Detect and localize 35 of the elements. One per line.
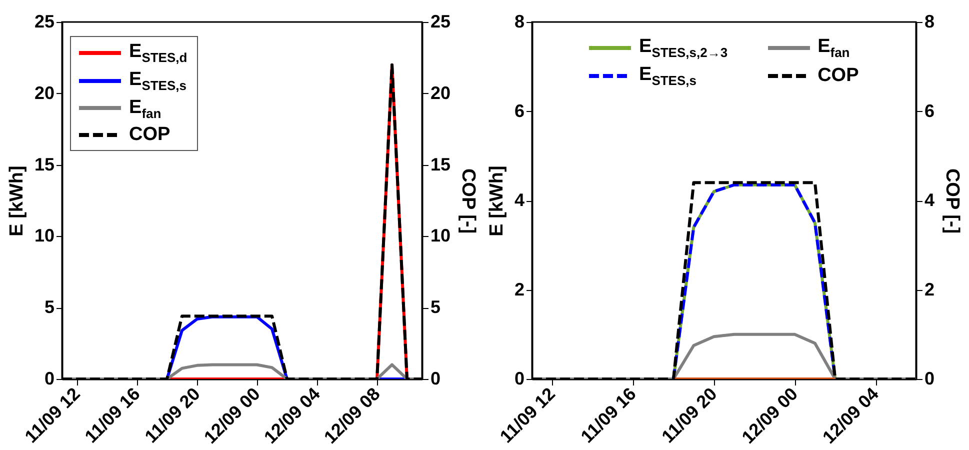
y2-tick-label: 0	[430, 368, 441, 388]
y2-tick-label: 8	[924, 12, 935, 32]
legend-label: E$_{fan}$	[129, 96, 162, 120]
legend-label: E$_{fan}$	[818, 36, 850, 60]
y2-tick-label: 5	[430, 297, 441, 318]
y-tick-label: 0	[514, 368, 524, 388]
y-tick-label: 6	[514, 100, 524, 121]
legend-label: COP	[129, 124, 170, 146]
legend-label: E$_{STES,d}$	[129, 41, 188, 65]
legend-label: E$_{STES,s}$	[639, 64, 696, 88]
y-tick-label: 4	[514, 190, 524, 210]
legend-label: COP	[818, 64, 859, 87]
y-tick-label: 8	[514, 12, 524, 32]
y2-tick-label: 25	[430, 12, 451, 32]
y2-tick-label: 2	[924, 279, 935, 300]
line-series	[672, 183, 837, 379]
y-tick-label: 15	[34, 154, 54, 174]
y2-tick-label: 15	[430, 154, 451, 174]
y-tick-label: 2	[514, 279, 524, 300]
y-tick-label: 5	[44, 297, 54, 318]
legend-label: E$_{STES,s,2→3}$	[639, 36, 728, 60]
y-tick-label: 10	[34, 226, 54, 246]
y2-tick-label: 20	[430, 82, 451, 103]
y2-axis-title: COP [-]	[942, 168, 963, 234]
y2-tick-label: 10	[430, 226, 451, 246]
y-axis-title: E [kWh]	[486, 166, 508, 236]
y2-axis-title: COP [-]	[458, 168, 479, 234]
y2-tick-label: 4	[924, 190, 935, 210]
y-tick-label: 0	[44, 368, 54, 388]
y-tick-label: 25	[34, 12, 54, 32]
y2-tick-label: 6	[924, 100, 935, 121]
legend-label: E$_{STES,s}$	[129, 68, 186, 93]
y-tick-label: 20	[34, 82, 54, 103]
y-axis-title: E [kWh]	[6, 166, 28, 236]
y2-tick-label: 0	[924, 368, 935, 388]
